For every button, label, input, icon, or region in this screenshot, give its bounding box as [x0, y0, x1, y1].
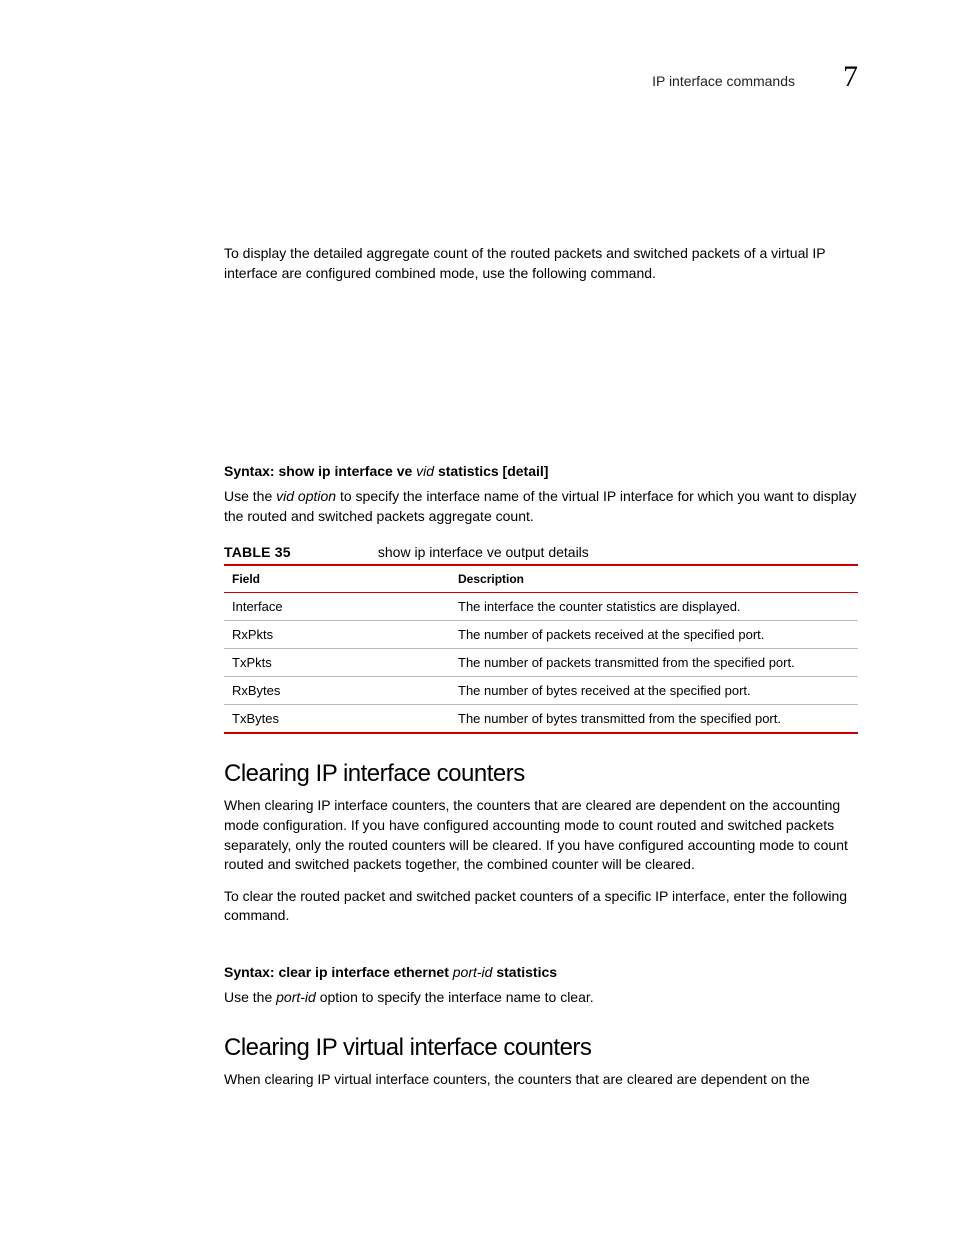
- section2-para1: When clearing IP virtual interface count…: [224, 1070, 858, 1090]
- table-row: TxBytes The number of bytes transmitted …: [224, 705, 858, 734]
- section1-para2: To clear the routed packet and switched …: [224, 887, 858, 926]
- cell-field: RxBytes: [224, 677, 450, 705]
- cell-field: TxPkts: [224, 649, 450, 677]
- desc-italic: port-id: [276, 989, 316, 1005]
- cell-field: Interface: [224, 593, 450, 621]
- chapter-number: 7: [843, 60, 858, 94]
- syntax-prefix: Syntax: clear ip interface ethernet: [224, 964, 453, 980]
- page-header: IP interface commands 7: [224, 60, 858, 94]
- output-table: Field Description Interface The interfac…: [224, 564, 858, 734]
- cell-field: TxBytes: [224, 705, 450, 734]
- cell-desc: The interface the counter statistics are…: [450, 593, 858, 621]
- desc-pre: Use the: [224, 488, 276, 504]
- desc-post: option to specify the interface name to …: [316, 989, 594, 1005]
- cell-desc: The number of bytes transmitted from the…: [450, 705, 858, 734]
- table-row: RxBytes The number of bytes received at …: [224, 677, 858, 705]
- syntax-prefix: Syntax: show ip interface ve: [224, 463, 416, 479]
- header-title: IP interface commands: [652, 73, 795, 89]
- col-field: Field: [224, 565, 450, 593]
- table-caption: TABLE 35 show ip interface ve output det…: [224, 544, 858, 560]
- desc-pre: Use the: [224, 989, 276, 1005]
- section1-para1: When clearing IP interface counters, the…: [224, 796, 858, 874]
- table-row: RxPkts The number of packets received at…: [224, 621, 858, 649]
- syntax-param: port-id: [453, 964, 493, 980]
- intro-paragraph: To display the detailed aggregate count …: [224, 244, 858, 283]
- syntax-line-1: Syntax: show ip interface ve vid statist…: [224, 463, 858, 479]
- desc-italic: vid option: [276, 488, 336, 504]
- syntax-suffix: statistics [detail]: [434, 463, 548, 479]
- page-container: IP interface commands 7 To display the d…: [0, 0, 954, 1181]
- syntax-param: vid: [416, 463, 434, 479]
- syntax-line-2: Syntax: clear ip interface ethernet port…: [224, 964, 858, 980]
- section-heading-clearing-ip: Clearing IP interface counters: [224, 760, 858, 788]
- cell-desc: The number of bytes received at the spec…: [450, 677, 858, 705]
- syntax1-description: Use the vid option to specify the interf…: [224, 487, 858, 526]
- cell-field: RxPkts: [224, 621, 450, 649]
- table-label: TABLE 35: [224, 544, 374, 560]
- spacer: [224, 938, 858, 964]
- syntax2-description: Use the port-id option to specify the in…: [224, 988, 858, 1008]
- syntax-suffix: statistics: [492, 964, 557, 980]
- table-row: Interface The interface the counter stat…: [224, 593, 858, 621]
- section-heading-clearing-virtual: Clearing IP virtual interface counters: [224, 1034, 858, 1062]
- cell-desc: The number of packets received at the sp…: [450, 621, 858, 649]
- col-description: Description: [450, 565, 858, 593]
- table-caption-text: show ip interface ve output details: [378, 544, 589, 560]
- table-header-row: Field Description: [224, 565, 858, 593]
- table-row: TxPkts The number of packets transmitted…: [224, 649, 858, 677]
- cell-desc: The number of packets transmitted from t…: [450, 649, 858, 677]
